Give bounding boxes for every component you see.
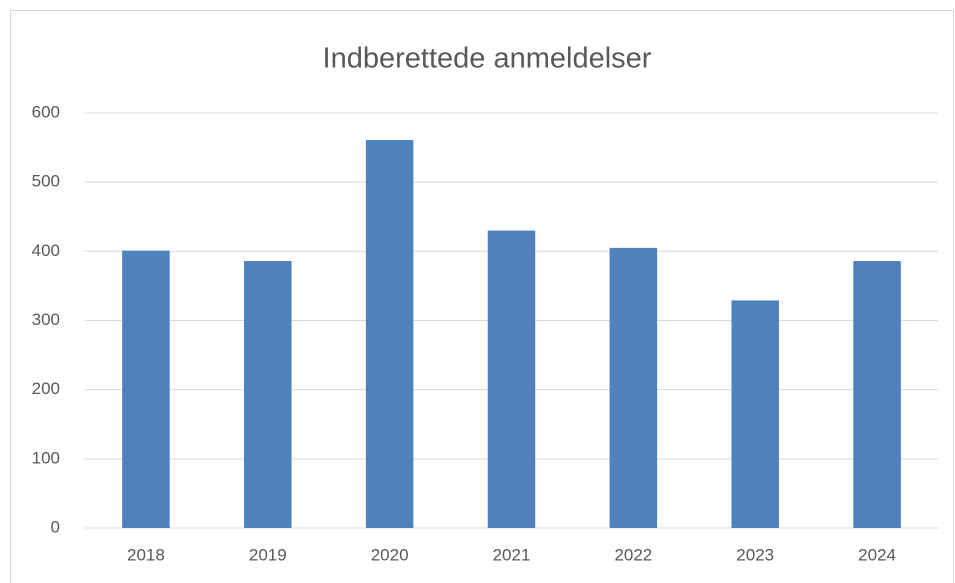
y-tick-label: 400: [32, 241, 60, 260]
x-tick-label: 2024: [858, 545, 896, 564]
x-tick-label: 2022: [614, 545, 652, 564]
y-tick-label: 0: [51, 517, 60, 536]
chart-title: Indberettede anmeldelser: [323, 43, 652, 75]
bar: [853, 261, 901, 528]
x-tick-label: 2018: [127, 545, 165, 564]
x-tick-label: 2023: [736, 545, 774, 564]
y-tick-label: 300: [32, 310, 60, 329]
bar: [487, 230, 536, 529]
x-tick-label: 2021: [493, 545, 531, 564]
bar: [365, 139, 414, 528]
bar: [122, 250, 170, 528]
x-tick-label: 2019: [249, 545, 287, 564]
y-tick-label: 100: [32, 448, 60, 467]
y-tick-label: 500: [32, 172, 60, 191]
y-tick-label: 600: [32, 102, 60, 121]
x-tick-label: 2020: [371, 545, 409, 564]
bar: [731, 300, 779, 528]
y-tick-label: 200: [32, 379, 60, 398]
bar: [609, 247, 658, 528]
bar: [244, 261, 292, 528]
